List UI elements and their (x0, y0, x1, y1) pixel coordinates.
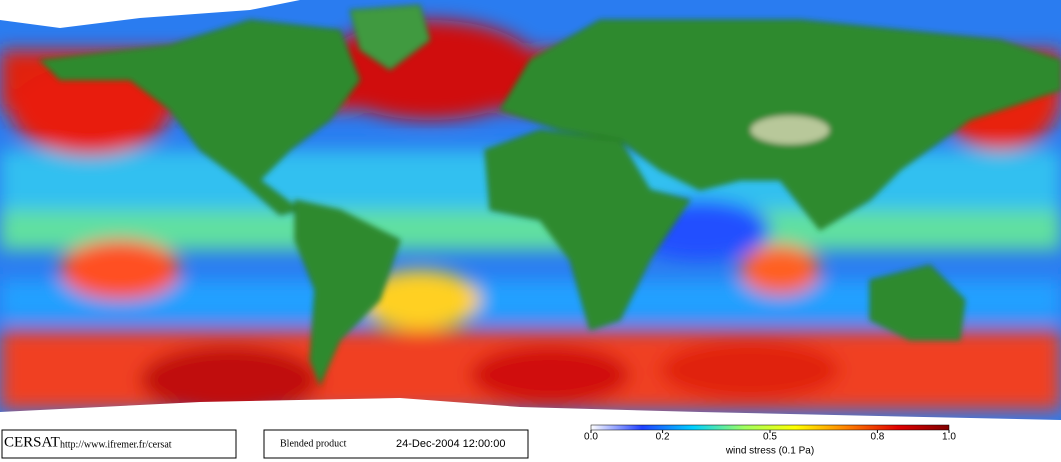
logo: CERSAT (4, 434, 60, 450)
product-box: Blended product 24-Dec-2004 12:00:00 (263, 429, 529, 459)
colorbar-tick-label: 0.8 (870, 432, 884, 443)
ice (0, 0, 1061, 428)
product: Blended product (280, 438, 347, 449)
colorbar-label: wind stress (0.1 Pa) (725, 446, 814, 457)
credit-box: CERSAT http://www.ifremer.fr/cersat (1, 429, 237, 459)
colorbar-tick-label: 1.0 (942, 432, 956, 443)
colorbar-tick-label: 0.0 (584, 432, 598, 443)
colorbar-tick-label: 0.2 (656, 432, 670, 443)
date: 24-Dec-2004 12:00:00 (396, 438, 505, 450)
product-frame (263, 429, 529, 459)
colorbar-tick-label: 0.5 (763, 432, 777, 443)
colorbar-ramp (590, 424, 950, 431)
land (38, 4, 1061, 387)
url: http://www.ifremer.fr/cersat (60, 439, 172, 450)
credit-frame (1, 429, 237, 459)
colorbar: wind stress (0.1 Pa) 0.0 0.2 0.5 0.8 1.0 (584, 424, 956, 457)
